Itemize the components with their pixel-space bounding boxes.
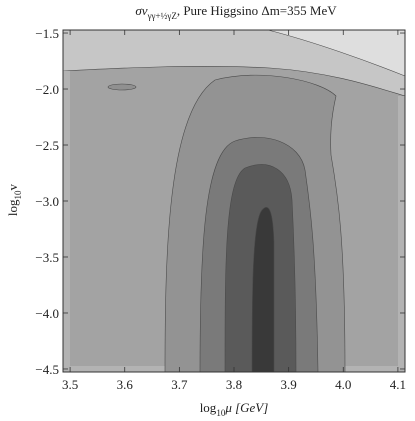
x-axis-label: log10μ [GeV] xyxy=(200,400,269,418)
x-label-base: log xyxy=(200,400,217,415)
y-tick-label: −4.5 xyxy=(35,362,59,377)
contour-plot xyxy=(62,29,406,373)
x-tick-label: 4.0 xyxy=(335,377,351,392)
x-tick-label: 3.7 xyxy=(171,377,188,392)
contour-region xyxy=(63,71,70,372)
y-tick-label: −4.0 xyxy=(35,306,59,321)
x-tick-label: 3.6 xyxy=(117,377,134,392)
x-label-rest: μ [GeV] xyxy=(224,400,268,415)
y-tick-label: −3.0 xyxy=(35,194,59,209)
y-tick-label: −3.5 xyxy=(35,250,59,265)
chart-title: σvγγ+½γZ, Pure Higgsino Δm=355 MeV xyxy=(135,3,337,21)
contour-region xyxy=(107,83,137,91)
x-tick-label: 3.9 xyxy=(281,377,297,392)
title-subscript: γγ+½γZ xyxy=(147,11,177,21)
y-label-rest: v xyxy=(5,183,20,190)
title-main: σv xyxy=(135,3,147,18)
contour-region xyxy=(251,207,275,373)
contour-region xyxy=(62,29,406,97)
x-tick-label: 3.8 xyxy=(226,377,242,392)
y-tick-label: −1.5 xyxy=(35,26,59,41)
x-tick-label: 3.5 xyxy=(62,377,78,392)
y-axis-label: log10v xyxy=(5,183,23,216)
y-tick-label: −2.0 xyxy=(35,82,59,97)
contour-region xyxy=(398,96,405,372)
y-label-sub: 10 xyxy=(13,190,23,200)
y-label-base: log xyxy=(5,199,20,216)
title-suffix: , Pure Higgsino Δm=355 MeV xyxy=(177,3,337,18)
x-label-sub: 10 xyxy=(216,408,226,418)
x-tick-label: 4.1 xyxy=(390,377,406,392)
y-tick-label: −2.5 xyxy=(35,138,59,153)
